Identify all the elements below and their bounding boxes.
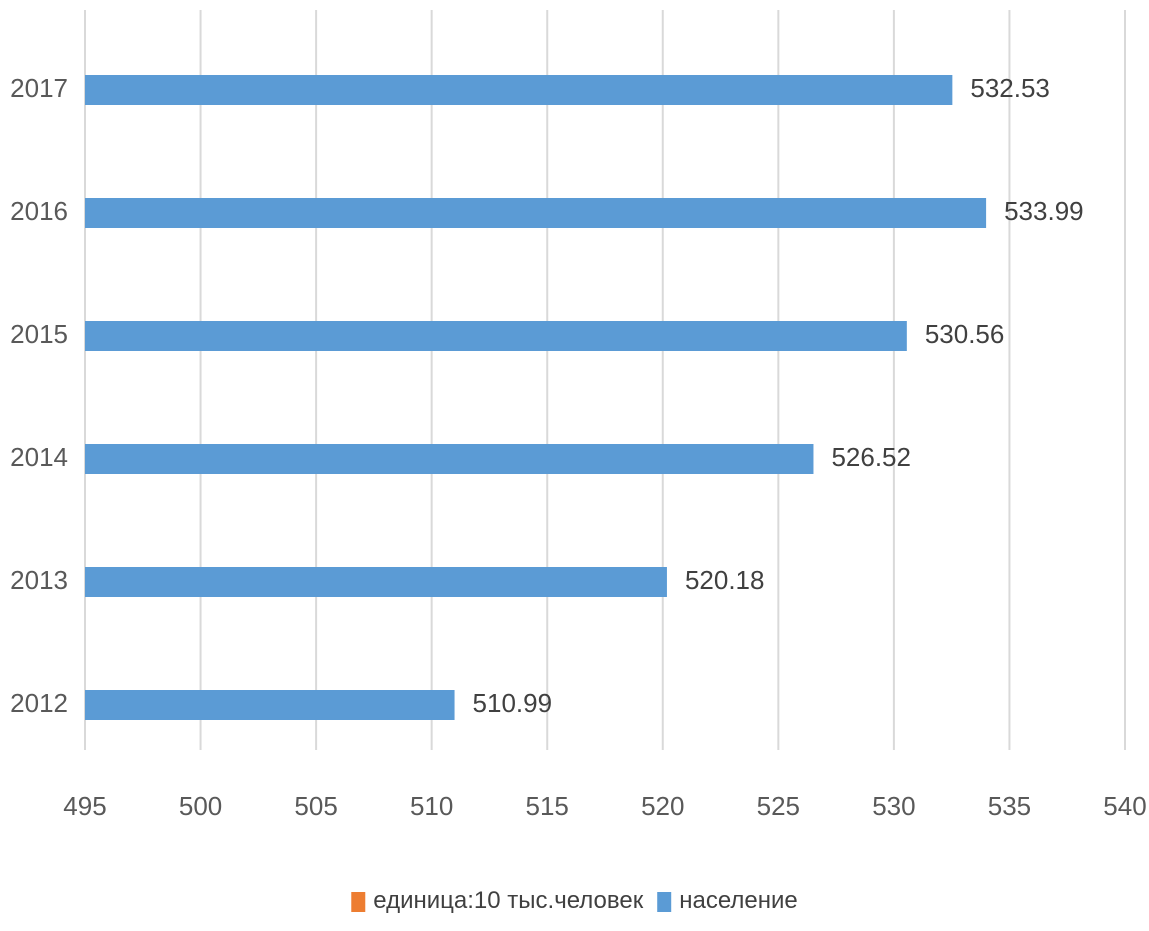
y-tick-label: 2014 [10,442,68,472]
y-tick-label: 2017 [10,73,68,103]
data-label: 510.99 [473,688,553,718]
bar-2012 [85,690,455,720]
bar-2017 [85,75,953,105]
bar-2016 [85,198,987,228]
y-tick-label: 2013 [10,565,68,595]
x-tick-label: 530 [872,791,915,821]
data-label: 526.52 [831,442,911,472]
data-label: 530.56 [925,319,1005,349]
legend-entry: население [657,887,798,914]
legend: единица:10 тыс.человек население [351,887,798,914]
x-tick-label: 520 [641,791,684,821]
legend-label: население [679,887,798,914]
data-labels: 510.99 520.18 526.52 530.56 533.99 532.53 [473,73,1084,718]
legend-entry: единица:10 тыс.человек [351,887,644,914]
bar-2014 [85,444,814,474]
x-tick-label: 515 [526,791,569,821]
y-axis-tick-labels: 2012 2013 2014 2015 2016 2017 [10,73,68,718]
x-tick-label: 495 [63,791,106,821]
bar-2015 [85,321,907,351]
x-tick-label: 505 [294,791,337,821]
legend-label: единица:10 тыс.человек [373,887,643,914]
bar-2013 [85,567,667,597]
x-tick-label: 535 [988,791,1031,821]
y-tick-label: 2016 [10,196,68,226]
x-tick-label: 540 [1103,791,1146,821]
bar-layer [85,75,987,720]
legend-swatch [351,892,366,912]
x-tick-label: 510 [410,791,453,821]
x-tick-label: 500 [179,791,222,821]
data-label: 533.99 [1004,196,1084,226]
data-label: 520.18 [685,565,765,595]
grid-layer [84,10,1126,750]
x-tick-label: 525 [757,791,800,821]
data-label: 532.53 [970,73,1050,103]
y-tick-label: 2015 [10,319,68,349]
x-axis-tick-labels: 495 500 505 510 515 520 525 530 535 540 [63,791,1146,821]
y-tick-label: 2012 [10,688,68,718]
legend-swatch [657,892,672,912]
